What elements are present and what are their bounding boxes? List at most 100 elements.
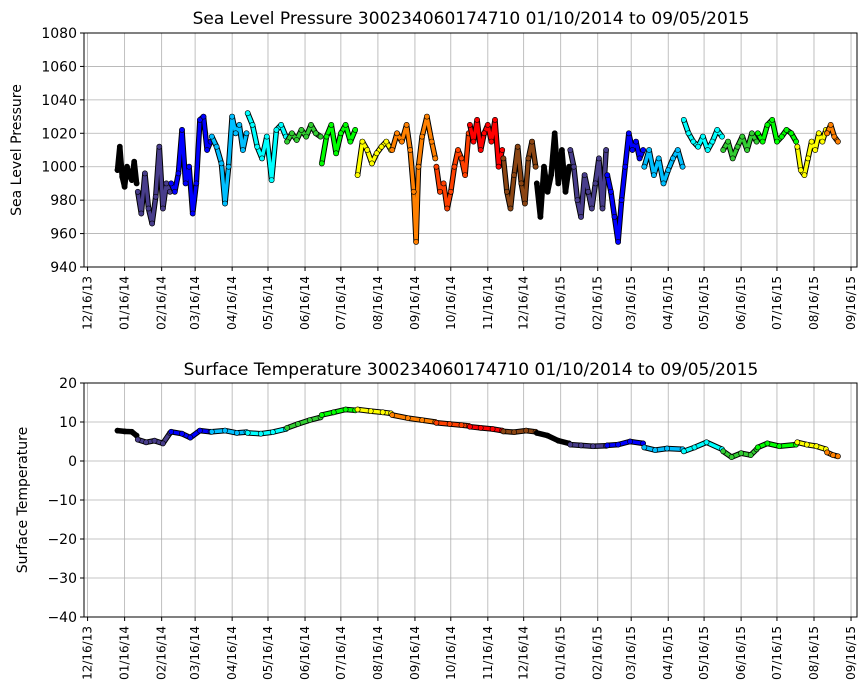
pressure-data-point [759,138,766,145]
temperature-x-tick-label: 09/16/14 [408,626,422,680]
temperature-data-point [222,427,228,434]
pressure-data-point [622,163,629,170]
pressure-chart-title: Sea Level Pressure 300234060174710 01/10… [193,9,750,29]
pressure-data-point [835,138,841,145]
pressure-y-tick-label: 1040 [41,93,77,109]
pressure-data-point [458,155,465,162]
pressure-data-point [284,138,290,145]
pressure-data-point [410,188,417,195]
pressure-x-tick-label: 01/16/14 [118,276,132,330]
temperature-data-point [446,421,453,427]
pressure-data-point [303,133,310,140]
pressure-data-point [278,122,284,128]
temperature-data-point [764,440,771,447]
temperature-x-tick-label: 03/16/15 [624,626,638,680]
temperature-y-tick-label: 0 [68,454,77,470]
pressure-data-point [273,126,280,133]
temperature-series-line [355,407,393,416]
pressure-data-point [359,138,366,145]
pressure-data-point [236,122,243,128]
pressure-data-point [636,155,643,162]
pressure-data-point [470,138,477,145]
temperature-data-point [703,439,710,446]
pressure-data-point [389,147,396,153]
pressure-data-point [403,122,410,128]
pressure-data-point [342,122,349,128]
pressure-data-point [432,155,439,162]
temperature-series-4 [244,426,289,437]
pressure-data-point [812,147,819,153]
temperature-data-point [294,421,301,427]
pressure-data-point [128,177,135,183]
pressure-data-point [739,133,746,140]
pressure-data-point [368,160,375,167]
pressure-series-18 [754,117,799,145]
pressure-data-point [655,155,662,162]
temperature-x-tick-label: 10/16/14 [444,626,458,680]
temperature-series-line [535,431,571,446]
pressure-series-11 [500,138,539,212]
temperature-series-line [568,442,608,448]
pressure-series-2 [168,113,214,217]
pressure-data-point [793,138,799,145]
pressure-data-point [182,180,189,187]
pressure-data-point [131,158,138,165]
temperature-x-tick-label: 12/16/14 [517,626,531,680]
pressure-data-point [383,138,390,145]
pressure-data-point [725,138,731,145]
temperature-x-tick-label: 01/16/14 [118,626,132,680]
pressure-data-point [394,130,400,137]
temperature-data-point [404,415,411,421]
temperature-data-point [747,452,754,458]
pressure-data-point [138,210,145,217]
pressure-series-17 [720,130,760,162]
temperature-data-point [803,441,810,448]
pressure-data-point [318,160,325,167]
pressure-data-point [495,163,502,170]
pressure-data-point [764,122,771,128]
pressure-data-point [615,238,621,245]
pressure-data-point [700,133,706,140]
pressure-data-point [352,126,359,133]
pressure-x-tick-label: 08/16/15 [807,276,821,330]
pressure-data-point [419,133,425,140]
temperature-series-6 [318,406,359,418]
pressure-data-point [124,163,130,170]
pressure-series-line [136,144,172,226]
pressure-data-point [753,138,760,145]
temperature-data-point [511,429,517,435]
temperature-data-point [720,448,727,455]
pressure-data-point [232,130,239,137]
temperature-series-9 [433,419,472,429]
temperature-data-point [128,428,135,435]
pressure-series-line [169,114,213,216]
temperature-series-7 [354,406,394,417]
pressure-data-point [145,205,152,212]
temperature-series-line [115,428,139,438]
pressure-data-point [749,130,755,137]
pressure-data-point [719,133,725,140]
temperature-y-axis-label: Surface Temperature [15,427,31,573]
pressure-data-point [548,172,554,178]
pressure-data-point [196,117,203,123]
pressure-data-point [532,163,539,170]
pressure-data-point [159,205,166,212]
pressure-data-point [488,138,495,145]
pressure-x-tick-label: 03/16/15 [624,276,638,330]
temperature-x-tick-label: 11/16/14 [481,626,495,680]
pressure-data-point [354,172,361,178]
pressure-x-tick-label: 12/16/13 [81,276,95,330]
temperature-series-1 [134,429,173,447]
pressure-x-tick-label: 02/16/14 [155,276,169,330]
temperature-y-tick-label: −30 [47,571,77,587]
pressure-data-point [337,130,344,137]
pressure-data-point [133,180,140,187]
pressure-data-point [364,147,371,153]
temperature-data-point [284,424,290,431]
pressure-data-point [259,155,265,162]
pressure-data-point [126,172,133,178]
pressure-x-tick-label: 04/16/14 [225,276,239,330]
temperature-data-point [680,448,687,455]
temperature-series-line [285,415,323,430]
pressure-series-4 [244,110,289,183]
